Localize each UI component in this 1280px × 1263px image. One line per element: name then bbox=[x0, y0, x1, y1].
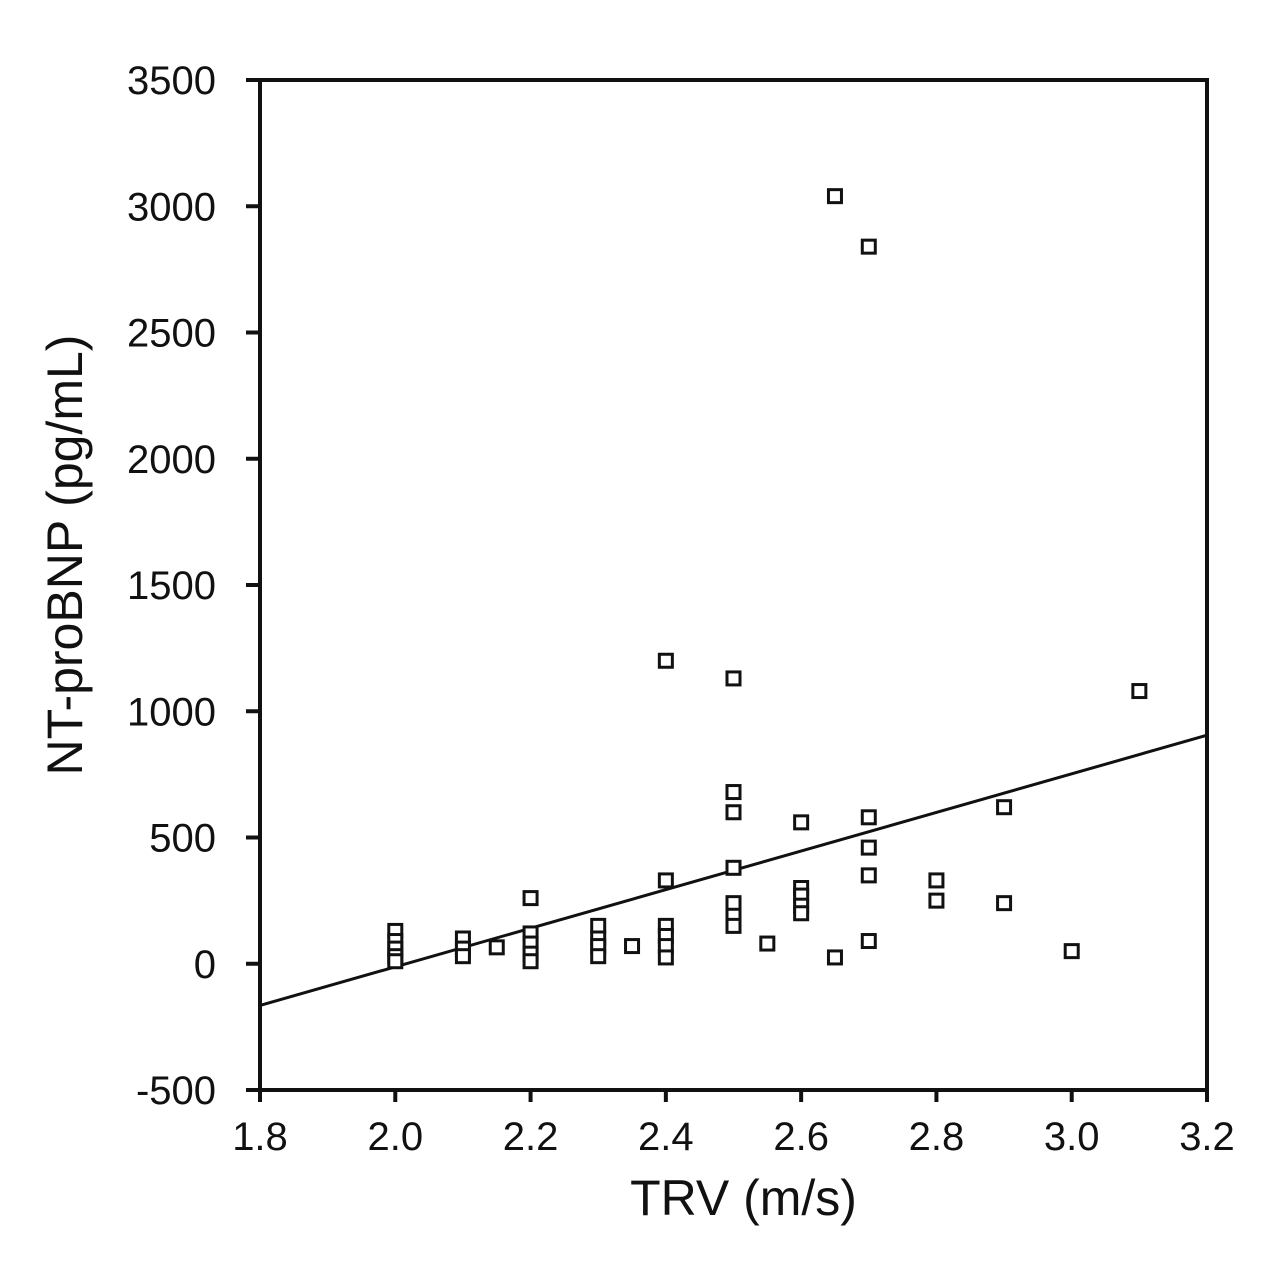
data-point bbox=[387, 953, 404, 970]
data-point bbox=[725, 895, 742, 912]
data-point bbox=[826, 949, 843, 966]
data-point bbox=[928, 892, 945, 909]
y-tick-label: 3000 bbox=[127, 185, 216, 229]
y-tick-label: 1000 bbox=[127, 690, 216, 734]
data-point bbox=[793, 905, 810, 922]
y-tick-label: 3500 bbox=[127, 59, 216, 103]
x-tick-label: 2.6 bbox=[773, 1115, 829, 1159]
data-points bbox=[387, 188, 1148, 970]
data-point bbox=[725, 917, 742, 934]
data-point bbox=[860, 238, 877, 255]
y-tick-label: 2500 bbox=[127, 312, 216, 356]
data-point bbox=[860, 839, 877, 856]
data-point bbox=[996, 895, 1013, 912]
data-point bbox=[928, 872, 945, 889]
data-point bbox=[624, 938, 641, 955]
data-point bbox=[522, 890, 539, 907]
data-point bbox=[454, 948, 471, 965]
x-axis-title: TRV (m/s) bbox=[630, 1170, 857, 1226]
x-tick-label: 3.2 bbox=[1179, 1115, 1235, 1159]
data-point bbox=[826, 188, 843, 205]
x-tick-label: 3.0 bbox=[1044, 1115, 1100, 1159]
x-tick-label: 2.4 bbox=[638, 1115, 694, 1159]
y-tick-label: 500 bbox=[149, 817, 216, 861]
x-tick-label: 1.8 bbox=[232, 1115, 288, 1159]
y-axis-ticks: 3500 3000 2500 2000 1500 1000 500 0 -500 bbox=[127, 59, 260, 1113]
x-tick-label: 2.2 bbox=[503, 1115, 559, 1159]
x-tick-label: 2.8 bbox=[909, 1115, 965, 1159]
data-point bbox=[725, 804, 742, 821]
y-tick-label: -500 bbox=[136, 1069, 216, 1113]
data-point bbox=[522, 953, 539, 970]
data-point bbox=[725, 859, 742, 876]
data-point bbox=[1063, 943, 1080, 960]
data-point bbox=[590, 917, 607, 934]
data-point bbox=[1131, 683, 1148, 700]
x-axis-ticks: 1.8 2.0 2.2 2.4 2.6 2.8 3.0 3.2 bbox=[232, 1090, 1235, 1159]
data-point bbox=[860, 933, 877, 950]
data-point bbox=[996, 799, 1013, 816]
y-tick-label: 2000 bbox=[127, 438, 216, 482]
data-point bbox=[860, 809, 877, 826]
y-tick-label: 1500 bbox=[127, 564, 216, 608]
data-point bbox=[725, 670, 742, 687]
data-point bbox=[657, 652, 674, 669]
data-point bbox=[793, 814, 810, 831]
data-point bbox=[860, 867, 877, 884]
x-tick-label: 2.0 bbox=[367, 1115, 423, 1159]
data-point bbox=[590, 948, 607, 965]
data-point bbox=[488, 939, 505, 956]
plot-frame bbox=[258, 78, 1209, 1092]
data-point bbox=[725, 784, 742, 801]
data-point bbox=[657, 949, 674, 966]
y-axis-title: NT-proBNP (pg/mL) bbox=[37, 335, 93, 776]
data-point bbox=[657, 872, 674, 889]
y-tick-label: 0 bbox=[194, 943, 216, 987]
data-point bbox=[759, 935, 776, 952]
